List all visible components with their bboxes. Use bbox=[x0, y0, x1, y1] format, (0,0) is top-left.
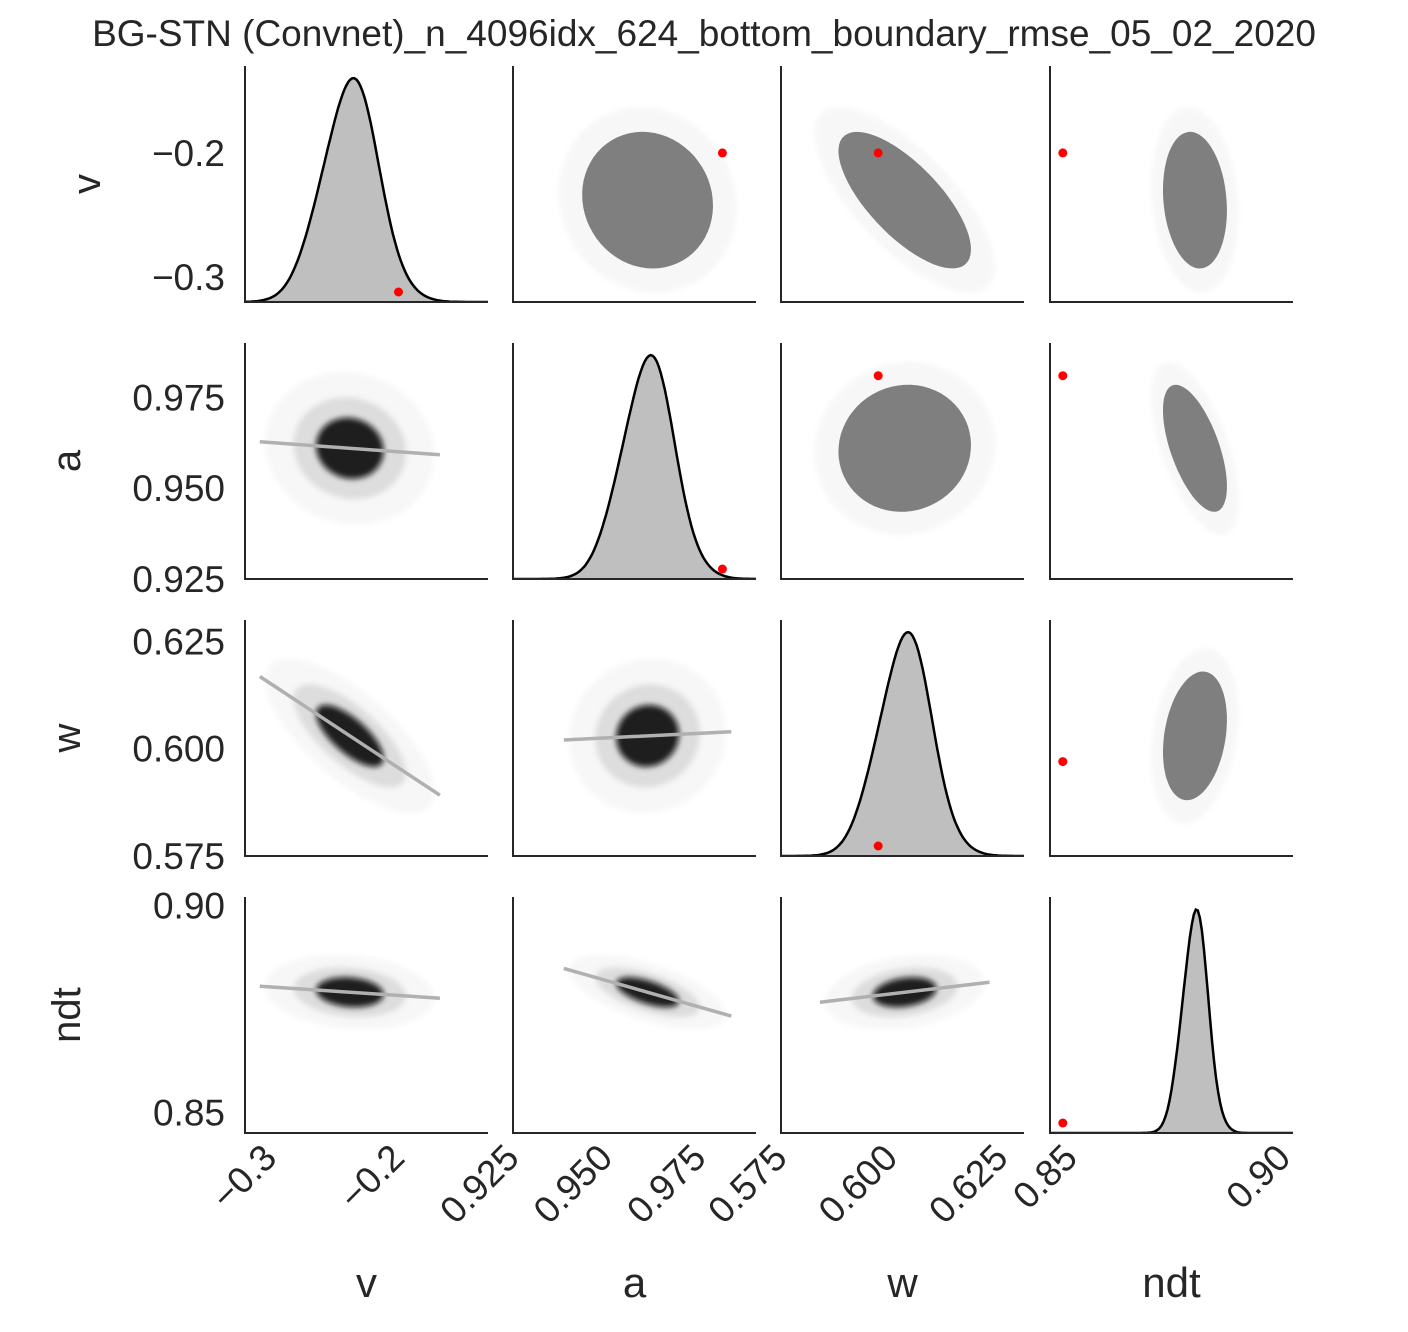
panel-content bbox=[819, 955, 990, 1030]
panel-content bbox=[245, 77, 488, 302]
regression-line-w-v bbox=[258, 675, 441, 797]
y-tick-label-ndt: 0.85 bbox=[153, 1092, 225, 1133]
x-tick-label-w: 0.625 bbox=[921, 1137, 1015, 1231]
panel-w-v bbox=[244, 620, 488, 857]
panel-v-w bbox=[780, 66, 1024, 303]
truth-point-ndt bbox=[1058, 1118, 1068, 1128]
panel-a-ndt bbox=[1049, 343, 1293, 580]
x-axis-label-a: a bbox=[623, 1259, 647, 1306]
y-axis-label-a: a bbox=[45, 449, 89, 472]
panel-content bbox=[1050, 907, 1293, 1133]
y-tick-label-v: −0.3 bbox=[152, 257, 225, 298]
truth-point-v bbox=[394, 287, 403, 297]
truth-point-a-ndt bbox=[1058, 371, 1068, 381]
panel-v-v bbox=[244, 66, 488, 303]
regression-line-ndt-v bbox=[259, 984, 441, 1000]
x-tick-label-v: −0.2 bbox=[332, 1137, 413, 1218]
x-tick-label-a: 0.950 bbox=[526, 1137, 620, 1231]
y-axis-label-v: v bbox=[65, 174, 109, 194]
panel-content bbox=[558, 107, 737, 294]
panel-content bbox=[563, 658, 732, 814]
y-tick-label-ndt: 0.90 bbox=[153, 885, 225, 926]
y-axis-label-ndt: ndt bbox=[45, 987, 89, 1043]
panel-content bbox=[781, 630, 1024, 856]
panel-content bbox=[1058, 107, 1239, 294]
scatter-cloud-a-ndt bbox=[1163, 384, 1227, 512]
panel-content bbox=[258, 658, 441, 813]
y-tick-label-a: 0.975 bbox=[132, 378, 225, 419]
regression-line-ndt-a bbox=[563, 966, 732, 1018]
panel-ndt-ndt bbox=[1049, 897, 1293, 1134]
y-tick-label-v: −0.2 bbox=[152, 133, 225, 174]
panel-content bbox=[814, 361, 995, 535]
kde-fill-w bbox=[781, 632, 1024, 856]
panel-grid: −0.3−0.2v0.9250.9500.975a0.5750.6000.625… bbox=[45, 66, 1298, 1306]
y-axis-label-w: w bbox=[45, 723, 89, 753]
y-tick-label-w: 0.625 bbox=[132, 622, 225, 663]
y-tick-label-w: 0.575 bbox=[132, 836, 225, 877]
panel-v-a bbox=[512, 66, 756, 303]
panel-w-ndt bbox=[1049, 620, 1293, 857]
kde-fill-v bbox=[245, 78, 488, 302]
scatter-cloud-v-w bbox=[838, 131, 971, 269]
truth-point-w bbox=[873, 841, 883, 851]
panel-ndt-a bbox=[512, 897, 756, 1134]
scatter-cloud-w-ndt bbox=[1163, 671, 1227, 801]
truth-point-v-ndt bbox=[1058, 148, 1068, 158]
x-tick-label-v: −0.3 bbox=[204, 1137, 285, 1218]
kde-fill-a bbox=[513, 355, 756, 579]
y-tick-label-w: 0.600 bbox=[132, 729, 225, 770]
x-tick-label-ndt: 0.90 bbox=[1218, 1137, 1298, 1217]
y-tick-label-a: 0.925 bbox=[132, 559, 225, 600]
truth-point-a-w bbox=[873, 371, 883, 381]
scatter-cloud-v-a bbox=[582, 131, 713, 269]
x-axis-label-w: w bbox=[886, 1259, 918, 1306]
panel-ndt-w bbox=[780, 897, 1024, 1134]
regression-line-w-a bbox=[563, 729, 732, 742]
x-axis-label-v: v bbox=[356, 1259, 377, 1306]
panel-content bbox=[1058, 361, 1239, 535]
kde-line-ndt bbox=[1050, 907, 1293, 1133]
panel-w-w bbox=[780, 620, 1024, 857]
x-axis-label-ndt: ndt bbox=[1142, 1259, 1201, 1306]
regression-line-ndt-w bbox=[819, 980, 990, 1004]
panel-content bbox=[814, 107, 995, 293]
panel-content bbox=[259, 955, 441, 1030]
panel-a-a bbox=[512, 343, 756, 580]
panel-a-v bbox=[244, 343, 488, 580]
x-tick-label-a: 0.975 bbox=[619, 1137, 713, 1231]
kde-line-w bbox=[781, 630, 1024, 856]
truth-point-v-w bbox=[873, 148, 883, 158]
truth-point-a bbox=[717, 564, 727, 574]
panel-w-a bbox=[512, 620, 756, 857]
scatter-cloud-a-w bbox=[838, 384, 971, 512]
panel-content bbox=[259, 372, 441, 525]
truth-point-v-a bbox=[717, 148, 727, 158]
regression-line-a-v bbox=[259, 440, 441, 457]
x-tick-label-ndt: 0.85 bbox=[1005, 1137, 1085, 1217]
x-tick-label-w: 0.575 bbox=[700, 1137, 794, 1231]
panel-a-w bbox=[780, 343, 1024, 580]
truth-point-w-ndt bbox=[1058, 757, 1068, 767]
y-tick-label-a: 0.950 bbox=[132, 468, 225, 509]
figure-title: BG-STN (Convnet)_n_4096idx_624_bottom_bo… bbox=[92, 13, 1316, 54]
scatter-cloud-v-ndt bbox=[1163, 131, 1227, 269]
panel-content bbox=[513, 353, 756, 579]
panel-content bbox=[563, 955, 732, 1030]
panel-v-ndt bbox=[1049, 66, 1293, 303]
panel-content bbox=[1058, 648, 1239, 824]
panel-ndt-v bbox=[244, 897, 488, 1134]
x-tick-label-a: 0.925 bbox=[432, 1137, 526, 1231]
kde-fill-ndt bbox=[1050, 909, 1293, 1133]
x-tick-label-w: 0.600 bbox=[811, 1137, 905, 1231]
